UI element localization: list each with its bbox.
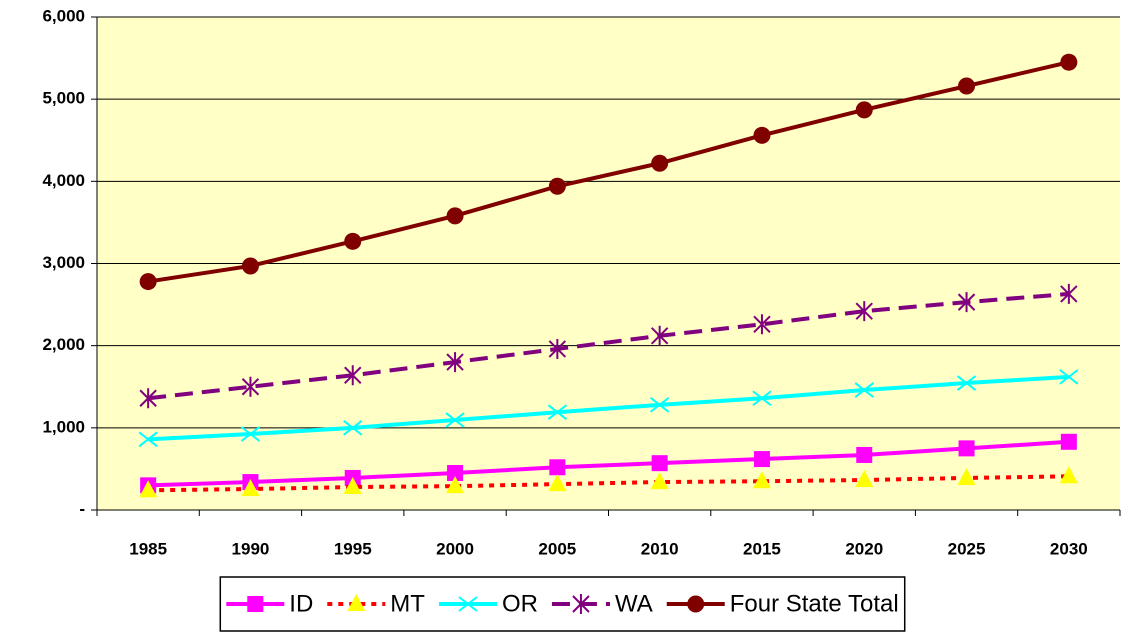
- data-point: [445, 412, 465, 428]
- data-point: [855, 470, 874, 488]
- data-point: [753, 314, 771, 335]
- x-tick-label: 2025: [948, 539, 986, 558]
- x-tick-label: 2015: [743, 539, 781, 558]
- data-point: [650, 472, 669, 490]
- data-point: [855, 301, 873, 322]
- legend: ID MT OR WA Four State Total: [219, 576, 906, 632]
- legend-label: WA: [615, 590, 653, 617]
- y-tick-label: 4,000: [42, 171, 85, 190]
- data-point: [650, 325, 669, 346]
- x-tick-label: 2030: [1050, 539, 1088, 558]
- data-point: [447, 465, 464, 482]
- data-point: [343, 420, 363, 436]
- data-point: [651, 154, 669, 172]
- data-point: [855, 101, 873, 119]
- data-point: [139, 273, 157, 291]
- y-tick-label: 6,000: [42, 6, 85, 25]
- data-point: [548, 474, 567, 492]
- data-point: [957, 292, 976, 313]
- data-point: [138, 431, 158, 448]
- legend-marker: [687, 595, 705, 613]
- y-tick-label: 1,000: [42, 417, 85, 436]
- data-point: [856, 446, 873, 463]
- data-point: [139, 388, 157, 409]
- data-point: [344, 232, 362, 250]
- data-point: [549, 459, 566, 476]
- legend-marker: [247, 596, 264, 612]
- data-point: [344, 365, 362, 386]
- legend-marker: [458, 596, 478, 612]
- data-point: [1060, 53, 1078, 71]
- legend-marker: [347, 594, 366, 611]
- data-point: [548, 338, 567, 359]
- data-point: [240, 426, 261, 442]
- x-tick-label: 2005: [538, 539, 576, 558]
- data-point: [343, 476, 362, 494]
- legend-label: MT: [390, 590, 425, 617]
- data-point: [651, 455, 668, 472]
- data-point: [1059, 466, 1078, 484]
- legend-label: OR: [502, 590, 538, 617]
- data-point: [752, 471, 771, 489]
- data-point: [1059, 369, 1079, 385]
- x-tick-label: 2000: [436, 539, 474, 558]
- legend-label: ID: [289, 590, 313, 617]
- series-line: [147, 291, 1070, 401]
- data-point: [446, 476, 465, 494]
- data-point: [753, 126, 771, 144]
- data-point: [547, 404, 567, 421]
- data-point: [854, 382, 874, 398]
- series-line: [148, 439, 1069, 488]
- x-tick-label: 2020: [845, 539, 883, 558]
- y-tick-label: 2,000: [42, 335, 85, 354]
- data-point: [241, 257, 259, 275]
- data-point: [752, 390, 772, 407]
- data-point: [241, 376, 260, 397]
- data-point: [446, 207, 464, 225]
- data-point: [1060, 433, 1077, 450]
- x-tick-label: 1990: [232, 539, 270, 558]
- series-line: [148, 374, 1069, 442]
- data-point: [241, 479, 260, 497]
- x-tick-label: 1995: [334, 539, 372, 558]
- data-point: [548, 177, 566, 195]
- data-point: [139, 480, 158, 498]
- x-tick-label: 2010: [641, 539, 679, 558]
- series-line: [147, 60, 1070, 284]
- data-point: [650, 397, 670, 413]
- data-point: [956, 375, 977, 391]
- y-tick-label: 5,000: [42, 89, 85, 108]
- data-point: [958, 77, 976, 95]
- y-tick-label: 3,000: [42, 253, 85, 272]
- y-tick-label: -: [79, 499, 85, 518]
- legend-label: Four State Total: [730, 590, 899, 617]
- data-point: [446, 352, 464, 373]
- data-point: [1060, 283, 1078, 304]
- legend-marker: [572, 594, 590, 614]
- data-point: [753, 451, 770, 468]
- data-point: [958, 440, 975, 457]
- data-point: [957, 467, 976, 485]
- x-tick-label: 1985: [129, 539, 167, 558]
